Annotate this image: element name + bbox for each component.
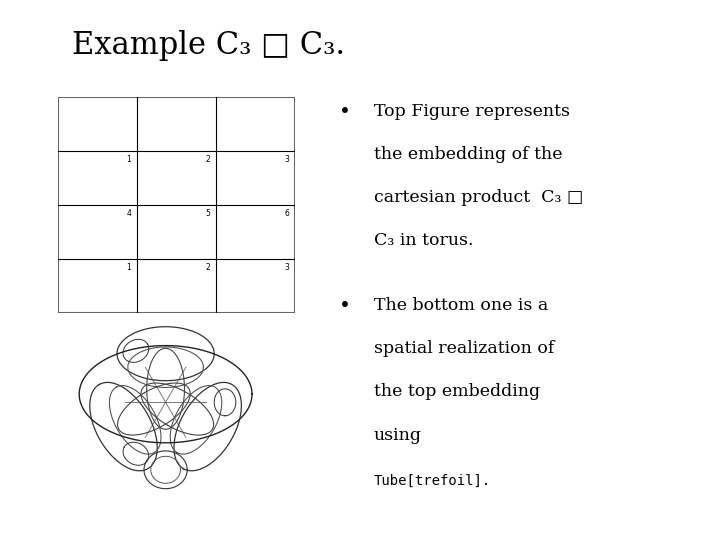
Text: •: • (339, 297, 351, 316)
Text: spatial realization of: spatial realization of (374, 340, 554, 357)
Text: 6: 6 (285, 209, 289, 218)
Text: Tube[trefoil].: Tube[trefoil]. (374, 474, 491, 488)
Text: 3: 3 (285, 155, 289, 164)
Text: 1: 1 (127, 263, 131, 272)
Text: Top Figure represents: Top Figure represents (374, 103, 570, 119)
Text: 3: 3 (285, 263, 289, 272)
Text: •: • (339, 103, 351, 122)
Text: 4: 4 (127, 209, 131, 218)
Text: 1: 1 (127, 155, 131, 164)
Text: the top embedding: the top embedding (374, 383, 540, 400)
Text: the embedding of the: the embedding of the (374, 146, 562, 163)
Text: Example C₃ □ C₃.: Example C₃ □ C₃. (72, 30, 345, 61)
Text: cartesian product  C₃ □: cartesian product C₃ □ (374, 189, 583, 206)
Text: using: using (374, 427, 422, 443)
Text: 2: 2 (206, 263, 210, 272)
Text: 5: 5 (206, 209, 210, 218)
Text: 2: 2 (206, 155, 210, 164)
Text: C₃ in torus.: C₃ in torus. (374, 232, 474, 249)
Text: The bottom one is a: The bottom one is a (374, 297, 548, 314)
